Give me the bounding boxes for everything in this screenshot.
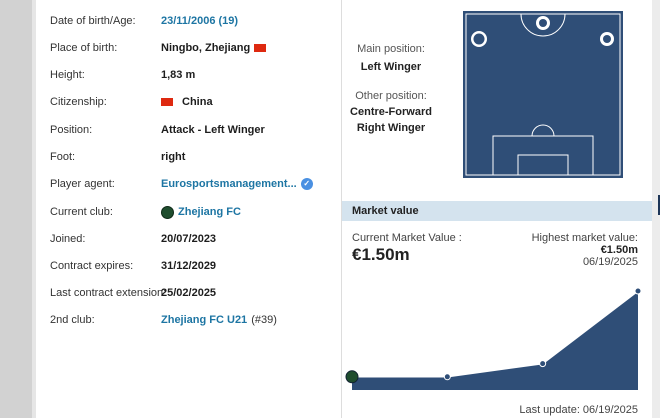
position-marker-centre-forward — [536, 16, 550, 30]
verified-icon: ✓ — [300, 178, 313, 190]
value: 20/07/2023 — [161, 233, 217, 245]
main-position-label: Main position: — [357, 43, 425, 55]
other-position-label: Other position: — [355, 90, 427, 102]
market-value-chart[interactable] — [342, 280, 652, 395]
profile-row: Citizenship: China — [50, 95, 213, 109]
value: 1,83 m — [161, 69, 196, 81]
profile-row: Foot: right — [50, 150, 185, 164]
profile-row: Player agent: Eurosportsmanagement... ✓ — [50, 177, 313, 191]
china-flag-icon — [254, 44, 267, 52]
field-label: 2nd club: — [50, 314, 95, 326]
profile-row: Place of birth: Ningbo, Zhejiang — [50, 41, 267, 55]
field-label: Player agent: — [50, 178, 115, 190]
chart-point[interactable] — [443, 373, 451, 381]
highest-value-amount: €1.50m — [600, 244, 638, 256]
value: 25/02/2025 — [161, 287, 217, 299]
chart-point-club-crest[interactable] — [345, 370, 359, 384]
field-label: Current club: — [50, 206, 113, 218]
current-value: €1.50m — [352, 245, 410, 264]
value: right — [161, 151, 186, 163]
field-label: Contract expires: — [50, 260, 134, 272]
chart-area — [352, 291, 638, 390]
scrollbar-area[interactable] — [652, 0, 660, 418]
field-label: Height: — [50, 69, 85, 81]
position-pitch — [463, 11, 623, 178]
profile-row: Current club: Zhejiang FC — [50, 205, 241, 219]
profile-row: Date of birth/Age: 23/11/2006 (19) — [50, 14, 238, 28]
field-label: Date of birth/Age: — [50, 15, 136, 27]
club-link[interactable]: Zhejiang FC U21 — [161, 314, 248, 326]
highest-value-label: Highest market value: — [531, 232, 638, 244]
profile-row: Last contract extension: 25/02/2025 — [50, 286, 216, 300]
column-divider — [341, 0, 342, 418]
shirt-number: (#39) — [251, 314, 277, 326]
position-marker-right-winger — [600, 32, 614, 46]
china-flag-icon — [161, 98, 173, 106]
agent-link[interactable]: Eurosportsmanagement... — [161, 178, 297, 190]
value: China — [182, 96, 213, 108]
field-label: Last contract extension: — [50, 287, 167, 299]
profile-row: Contract expires: 31/12/2029 — [50, 259, 216, 273]
highest-value-date: 06/19/2025 — [582, 256, 638, 268]
other-position-value: Centre-Forward — [350, 106, 432, 118]
main-position: Main position: Left Winger — [342, 43, 440, 75]
current-value-label: Current Market Value : — [352, 232, 462, 244]
highest-value: Highest market value: €1.50m 06/19/2025 — [532, 232, 638, 268]
last-update: Last update: 06/19/2025 — [519, 404, 638, 416]
page-rail — [32, 0, 36, 418]
value: Attack - Left Winger — [161, 124, 265, 136]
value: Ningbo, Zhejiang — [161, 42, 251, 54]
chart-point[interactable] — [634, 287, 642, 295]
profile-row: Height: 1,83 m — [50, 68, 195, 82]
value: 31/12/2029 — [161, 260, 217, 272]
club-crest-icon[interactable] — [161, 205, 174, 219]
other-position-value: Right Winger — [356, 122, 426, 134]
field-label: Citizenship: — [50, 96, 107, 108]
market-value-header: Market value — [342, 201, 652, 221]
main-position-value: Left Winger — [360, 61, 422, 73]
profile-row: Joined: 20/07/2023 — [50, 232, 216, 246]
chart-point[interactable] — [539, 360, 547, 368]
other-position: Other position: Centre-Forward Right Wing… — [342, 90, 440, 136]
field-label: Place of birth: — [50, 42, 118, 54]
position-marker-left-winger — [471, 31, 487, 47]
field-label: Foot: — [50, 151, 76, 163]
chart-line — [352, 290, 639, 378]
profile-row: 2nd club: Zhejiang FC U21 (#39) — [50, 313, 277, 327]
field-label: Joined: — [50, 233, 86, 245]
field-label: Position: — [50, 124, 93, 136]
club-link[interactable]: Zhejiang FC — [178, 206, 241, 218]
value-link[interactable]: 23/11/2006 (19) — [161, 15, 239, 27]
profile-row: Position: Attack - Left Winger — [50, 123, 265, 137]
